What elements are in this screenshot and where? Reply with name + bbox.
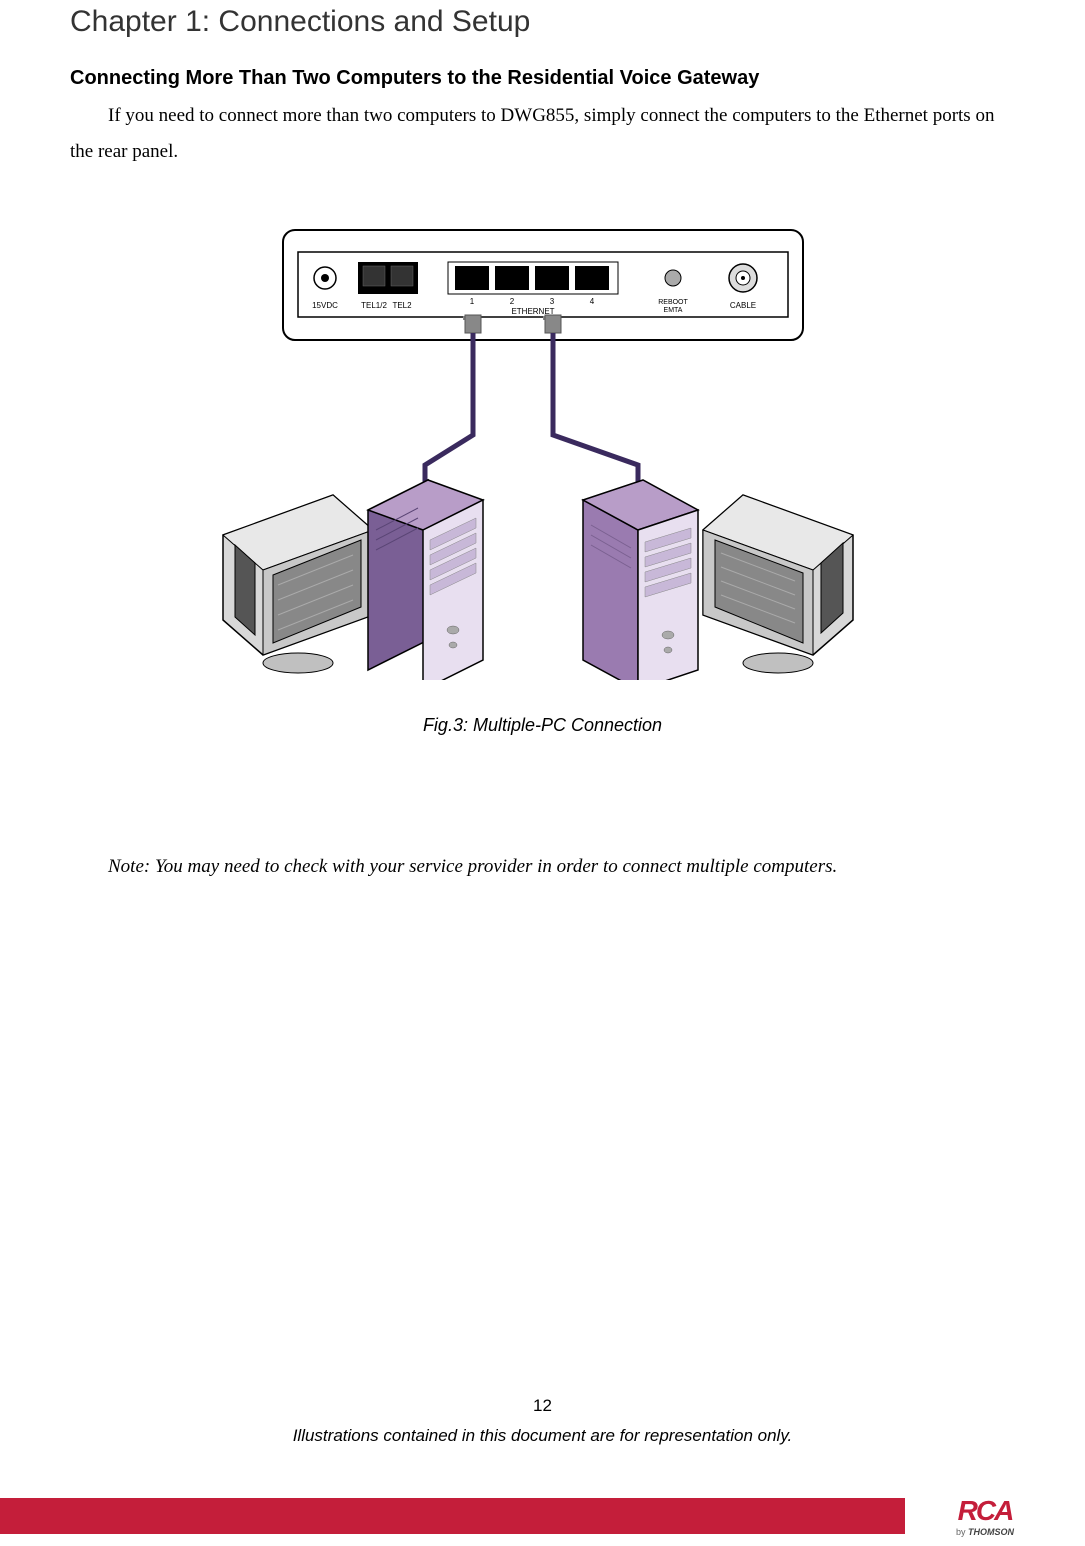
reboot-label: REBOOT	[658, 299, 688, 306]
emta-label: EMTA	[663, 307, 682, 314]
rca-logo: RCA	[958, 1495, 1013, 1527]
eth-port-4: 4	[589, 297, 594, 306]
port-label-tel2: TEL2	[392, 301, 412, 310]
note-text: Note: You may need to check with your se…	[70, 856, 1015, 878]
figure-container: 15VDC TEL1/2 TEL2 1 2 3 4 ETHERNET	[70, 220, 1015, 685]
chapter-title: Chapter 1: Connections and Setup	[70, 5, 1015, 39]
footer-logo-area: RCA by THOMSON	[905, 1486, 1085, 1546]
section-title: Connecting More Than Two Computers to th…	[70, 67, 1015, 90]
figure-caption: Fig.3: Multiple-PC Connection	[70, 715, 1015, 736]
eth-port-3: 3	[549, 297, 554, 306]
footer-red-bar	[0, 1498, 905, 1534]
disclaimer-text: Illustrations contained in this document…	[0, 1426, 1085, 1446]
thomson-byline: by THOMSON	[956, 1527, 1014, 1537]
eth-port-1: 1	[469, 297, 474, 306]
byline-brand: THOMSON	[968, 1527, 1014, 1537]
body-text: If you need to connect more than two com…	[70, 98, 1015, 170]
port-label-power: 15VDC	[312, 301, 338, 310]
cable-label: CABLE	[729, 301, 755, 310]
connection-diagram: 15VDC TEL1/2 TEL2 1 2 3 4 ETHERNET	[193, 220, 893, 680]
page-number: 12	[0, 1396, 1085, 1416]
port-label-tel1: TEL1/2	[361, 301, 387, 310]
footer-bar: RCA by THOMSON	[0, 1486, 1085, 1546]
eth-port-2: 2	[509, 297, 514, 306]
byline-prefix: by	[956, 1527, 968, 1537]
